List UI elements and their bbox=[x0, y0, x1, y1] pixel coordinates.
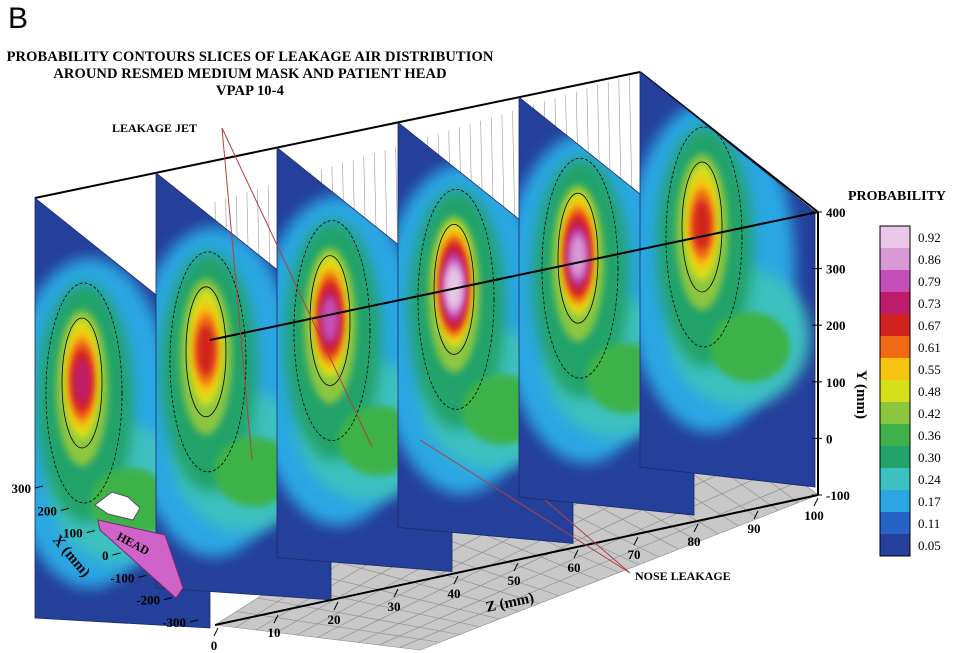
legend-swatch-0.86 bbox=[880, 248, 910, 271]
z-tick-90-label: 90 bbox=[748, 521, 761, 536]
z-tick-80-mark bbox=[693, 523, 699, 533]
legend-label-0.55: 0.55 bbox=[918, 362, 941, 377]
chart-title-line-1: PROBABILITY CONTOURS SLICES OF LEAKAGE A… bbox=[6, 49, 494, 65]
x-axis-ticks: 300 200 100 0-100-200-300 bbox=[12, 481, 199, 630]
legend-label-0.92: 0.92 bbox=[918, 230, 941, 245]
legend-swatch-0.36 bbox=[880, 424, 910, 447]
z-tick-0-label: 0 bbox=[211, 638, 218, 653]
legend-swatch-0.48 bbox=[880, 380, 910, 403]
chart-title-line-3: VPAP 10-4 bbox=[216, 83, 284, 99]
annotation-leakage-jet: LEAKAGE JET bbox=[112, 121, 197, 135]
x-tick-0-mark bbox=[112, 552, 121, 556]
y-axis-ticks: 400 300 200 100 0 -100 bbox=[812, 205, 850, 503]
probability-slice-z-100 bbox=[639, 71, 816, 488]
y-axis-label: Y (mm) bbox=[853, 370, 869, 419]
z-tick-40-label: 40 bbox=[448, 586, 461, 601]
y-tick-0-label: 0 bbox=[826, 431, 833, 446]
legend-label-0.61: 0.61 bbox=[918, 340, 941, 355]
panel-label: B bbox=[8, 2, 29, 35]
legend-swatch-0.61 bbox=[880, 336, 910, 359]
z-tick-70-mark bbox=[633, 536, 639, 546]
x-tick-minus-200-mark bbox=[164, 597, 173, 601]
legend-swatch-0.42 bbox=[880, 402, 910, 425]
legend-swatch-0.67 bbox=[880, 314, 910, 337]
z-tick-20-label: 20 bbox=[328, 612, 341, 627]
legend-swatch-0.11 bbox=[880, 512, 910, 535]
legend-swatch-0.24 bbox=[880, 468, 910, 491]
x-tick-minus-200-label: -200 bbox=[136, 593, 160, 608]
x-tick-minus-100-mark bbox=[138, 574, 147, 578]
y-tick-100-label: 100 bbox=[826, 375, 846, 390]
legend-label-0.48: 0.48 bbox=[918, 384, 941, 399]
legend-swatch-0.17 bbox=[880, 490, 910, 513]
z-tick-10-label: 10 bbox=[268, 625, 281, 640]
y-tick-minus-100-label: -100 bbox=[826, 488, 850, 503]
probability-slices bbox=[34, 71, 816, 629]
z-tick-30-mark bbox=[393, 588, 399, 598]
z-tick-80-label: 80 bbox=[688, 534, 701, 549]
legend-label-0.86: 0.86 bbox=[918, 252, 941, 267]
legend-swatch-0.79 bbox=[880, 270, 910, 293]
legend-label-0.30: 0.30 bbox=[918, 450, 941, 465]
legend-label-0.79: 0.79 bbox=[918, 274, 941, 289]
z-tick-50-label: 50 bbox=[508, 573, 521, 588]
legend-swatch-0.73 bbox=[880, 292, 910, 315]
z-tick-40-mark bbox=[453, 575, 459, 585]
legend-label-0.36: 0.36 bbox=[918, 428, 941, 443]
legend-label-0.73: 0.73 bbox=[918, 296, 941, 311]
z-tick-20-mark bbox=[333, 601, 339, 611]
legend-swatch-0.92 bbox=[880, 226, 910, 249]
legend: 0.92 0.86 0.79 0.73 0.67 0.61 0.55 0.48 0.42 0.36… bbox=[879, 225, 941, 557]
x-tick-100-label: 100 bbox=[63, 526, 83, 541]
x-tick-0-label: 0 bbox=[102, 548, 109, 563]
z-tick-100-mark bbox=[813, 497, 819, 507]
z-tick-100-label: 100 bbox=[804, 508, 824, 523]
x-tick-200-mark bbox=[60, 507, 69, 511]
z-tick-0-mark bbox=[213, 627, 219, 637]
legend-label-0.42: 0.42 bbox=[918, 406, 941, 421]
y-tick-200-label: 200 bbox=[826, 318, 846, 333]
x-tick-minus-300-mark bbox=[189, 619, 199, 623]
z-tick-30-label: 30 bbox=[388, 599, 401, 614]
x-tick-300-label: 300 bbox=[12, 481, 32, 496]
annotation-nose-leakage: NOSE LEAKAGE bbox=[635, 569, 731, 583]
annotation-leaders bbox=[221, 127, 631, 574]
legend-label-0.17: 0.17 bbox=[918, 494, 941, 509]
x-tick-300-mark bbox=[34, 485, 44, 489]
y-tick-400-label: 400 bbox=[826, 205, 846, 220]
z-tick-90-mark bbox=[753, 510, 759, 520]
legend-label-0.05: 0.05 bbox=[918, 538, 941, 553]
head-shape: HEAD bbox=[94, 491, 184, 599]
y-tick-300-label: 300 bbox=[826, 262, 846, 277]
legend-label-0.24: 0.24 bbox=[918, 472, 941, 487]
legend-label-0.67: 0.67 bbox=[918, 318, 941, 333]
x-tick-100-mark bbox=[86, 530, 95, 534]
legend-swatch-0.55 bbox=[880, 358, 910, 381]
z-tick-10-mark bbox=[273, 614, 279, 624]
x-tick-200-label: 200 bbox=[37, 503, 57, 518]
legend-title: PROBABILITY bbox=[848, 189, 946, 204]
chart-title-line-2: AROUND RESMED MEDIUM MASK AND PATIENT HE… bbox=[53, 66, 447, 82]
x-tick-minus-100-label: -100 bbox=[110, 570, 134, 585]
legend-swatch-0.30 bbox=[880, 446, 910, 469]
legend-label-0.11: 0.11 bbox=[918, 516, 940, 531]
z-tick-50-mark bbox=[513, 562, 519, 572]
z-tick-70-label: 70 bbox=[628, 547, 641, 562]
z-tick-60-mark bbox=[573, 549, 579, 559]
x-tick-minus-300-label: -300 bbox=[162, 615, 186, 630]
legend-swatch-0.05 bbox=[880, 534, 910, 557]
z-tick-60-label: 60 bbox=[568, 560, 581, 575]
z-axis-ticks: 0 10 20 30 40 50 60 70 80 90 100 bbox=[211, 497, 824, 653]
